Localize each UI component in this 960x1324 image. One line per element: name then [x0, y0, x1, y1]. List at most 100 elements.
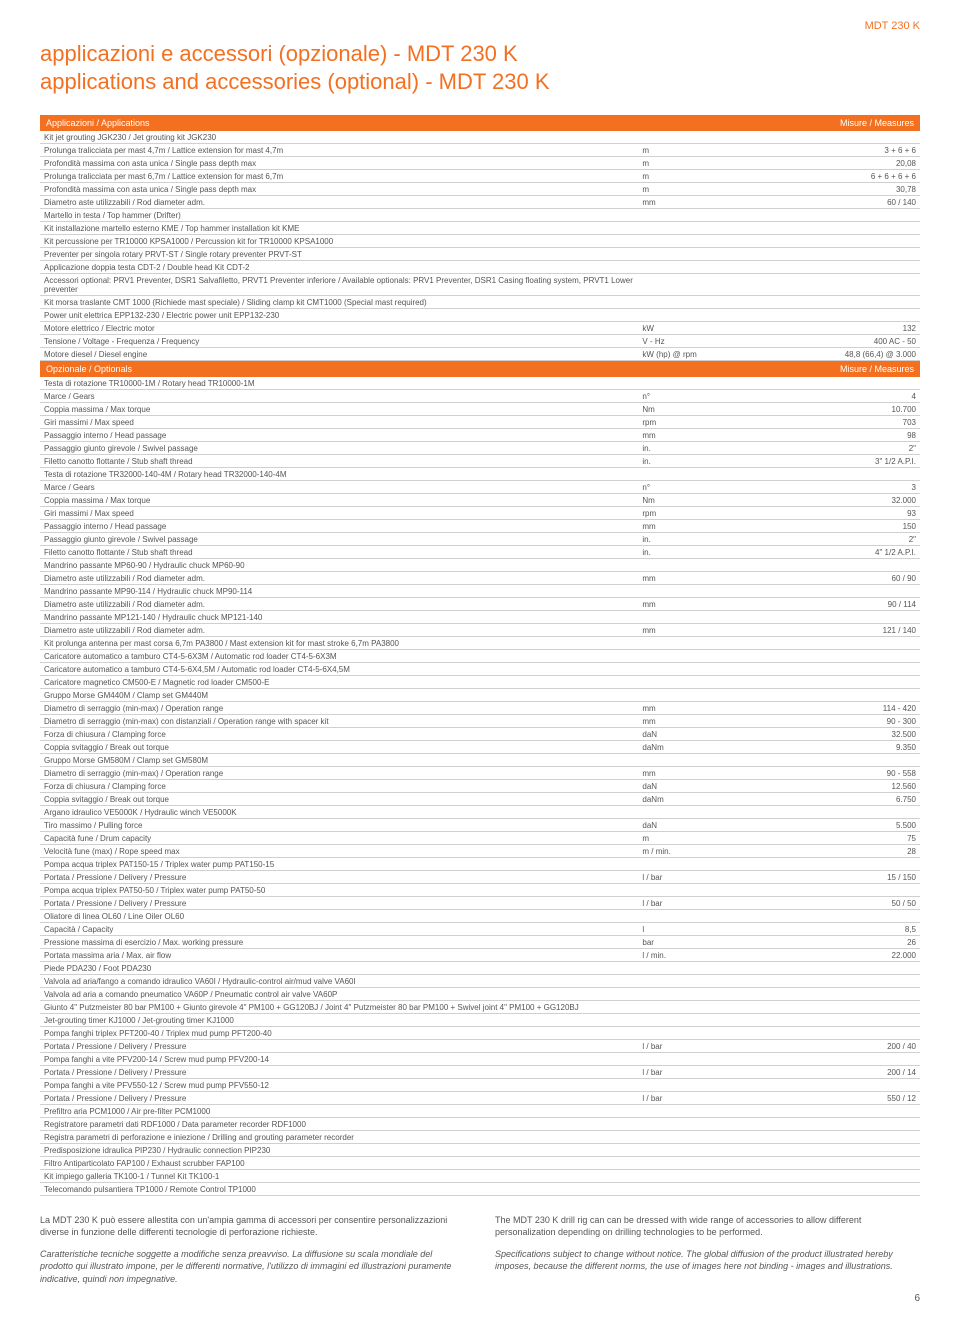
optionals-value [744, 1105, 920, 1118]
optionals-table: Testa di rotazione TR10000-1M / Rotary h… [40, 377, 920, 1196]
optionals-value [744, 377, 920, 390]
optionals-unit [638, 1014, 744, 1027]
optionals-row: Giri massimi / Max speedrpm93 [40, 507, 920, 520]
optionals-value [744, 1079, 920, 1092]
optionals-value [744, 1014, 920, 1027]
optionals-unit [638, 988, 744, 1001]
optionals-label: Portata / Pressione / Delivery / Pressur… [40, 1066, 638, 1079]
optionals-label: Marce / Gears [40, 481, 638, 494]
optionals-label: Giri massimi / Max speed [40, 416, 638, 429]
optionals-row: Diametro aste utilizzabili / Rod diamete… [40, 624, 920, 637]
applications-label: Martello in testa / Top hammer (Drifter) [40, 209, 638, 222]
optionals-unit: m [638, 832, 744, 845]
optionals-value [744, 1118, 920, 1131]
optionals-value [744, 884, 920, 897]
applications-row: Tensione / Voltage - Frequenza / Frequen… [40, 335, 920, 348]
applications-value: 30,78 [744, 183, 920, 196]
optionals-row: Diametro aste utilizzabili / Rod diamete… [40, 598, 920, 611]
optionals-unit [638, 663, 744, 676]
optionals-value: 90 - 558 [744, 767, 920, 780]
optionals-row: Marce / Gearsn°3 [40, 481, 920, 494]
footer-right-p1: The MDT 230 K drill rig can can be dress… [495, 1214, 920, 1238]
applications-value [744, 209, 920, 222]
optionals-row: Oliatore di linea OL60 / Line Oiler OL60 [40, 910, 920, 923]
optionals-label: Coppia svitaggio / Break out torque [40, 741, 638, 754]
optionals-label: Coppia massima / Max torque [40, 403, 638, 416]
title-english: applications and accessories (optional) … [40, 69, 550, 94]
optionals-value [744, 988, 920, 1001]
optionals-value [744, 858, 920, 871]
optionals-label: Giunto 4" Putzmeister 80 bar PM100 + Giu… [40, 1001, 638, 1014]
optionals-value: 75 [744, 832, 920, 845]
optionals-value: 12.560 [744, 780, 920, 793]
optionals-label: Valvola ad aria a comando pneumatico VA6… [40, 988, 638, 1001]
optionals-label: Gruppo Morse GM440M / Clamp set GM440M [40, 689, 638, 702]
optionals-row: Portata / Pressione / Delivery / Pressur… [40, 1092, 920, 1105]
applications-value: 400 AC - 50 [744, 335, 920, 348]
optionals-label: Capacità fune / Drum capacity [40, 832, 638, 845]
optionals-value: 22.000 [744, 949, 920, 962]
optionals-value [744, 1183, 920, 1196]
optionals-unit: daN [638, 780, 744, 793]
optionals-value: 98 [744, 429, 920, 442]
optionals-row: Mandrino passante MP121-140 / Hydraulic … [40, 611, 920, 624]
optionals-row: Filetto canotto flottante / Stub shaft t… [40, 455, 920, 468]
optionals-row: Passaggio giunto girevole / Swivel passa… [40, 533, 920, 546]
applications-unit [638, 274, 744, 296]
optionals-row: Registratore parametri dati RDF1000 / Da… [40, 1118, 920, 1131]
applications-unit [638, 235, 744, 248]
footer-right-p2: Specifications subject to change without… [495, 1248, 920, 1272]
optionals-unit [638, 858, 744, 871]
optionals-row: Filtro Antiparticolato FAP100 / Exhaust … [40, 1157, 920, 1170]
optionals-unit: mm [638, 715, 744, 728]
optionals-unit: in. [638, 442, 744, 455]
optionals-label: Kit prolunga antenna per mast corsa 6,7m… [40, 637, 638, 650]
optionals-row: Diametro aste utilizzabili / Rod diamete… [40, 572, 920, 585]
applications-unit: V - Hz [638, 335, 744, 348]
optionals-label: Mandrino passante MP121-140 / Hydraulic … [40, 611, 638, 624]
applications-row: Power unit elettrica EPP132-230 / Electr… [40, 309, 920, 322]
applications-label: Profondità massima con asta unica / Sing… [40, 183, 638, 196]
optionals-row: Testa di rotazione TR10000-1M / Rotary h… [40, 377, 920, 390]
optionals-label: Portata / Pressione / Delivery / Pressur… [40, 871, 638, 884]
optionals-label: Filetto canotto flottante / Stub shaft t… [40, 546, 638, 559]
optionals-row: Piede PDA230 / Foot PDA230 [40, 962, 920, 975]
optionals-label: Passaggio giunto girevole / Swivel passa… [40, 442, 638, 455]
optionals-label: Testa di rotazione TR32000-140-4M / Rota… [40, 468, 638, 481]
optionals-value: 5.500 [744, 819, 920, 832]
applications-row: Motore diesel / Diesel enginekW (hp) @ r… [40, 348, 920, 361]
optionals-label: Portata / Pressione / Delivery / Pressur… [40, 1040, 638, 1053]
optionals-value: 28 [744, 845, 920, 858]
optionals-unit: m / min. [638, 845, 744, 858]
optionals-label: Diametro di serraggio (min-max) / Operat… [40, 702, 638, 715]
optionals-section-header: Opzionale / Optionals Misure / Measures [40, 361, 920, 377]
applications-value: 60 / 140 [744, 196, 920, 209]
optionals-unit: Nm [638, 494, 744, 507]
optionals-unit: mm [638, 572, 744, 585]
optionals-unit [638, 689, 744, 702]
optionals-label: Coppia massima / Max torque [40, 494, 638, 507]
optionals-value: 200 / 14 [744, 1066, 920, 1079]
optionals-value [744, 676, 920, 689]
optionals-row: Pompa fanghi triplex PFT200-40 / Triplex… [40, 1027, 920, 1040]
optionals-unit [638, 1027, 744, 1040]
optionals-value [744, 1170, 920, 1183]
applications-label: Diametro aste utilizzabili / Rod diamete… [40, 196, 638, 209]
optionals-label: Registra parametri di perforazione e ini… [40, 1131, 638, 1144]
optionals-value [744, 559, 920, 572]
applications-value [744, 296, 920, 309]
optionals-label: Valvola ad aria/fango a comando idraulic… [40, 975, 638, 988]
optionals-row: Velocità fune (max) / Rope speed maxm / … [40, 845, 920, 858]
applications-value [744, 235, 920, 248]
optionals-row: Argano idraulico VE5000K / Hydraulic win… [40, 806, 920, 819]
optionals-row: Prefiltro aria PCM1000 / Air pre-filter … [40, 1105, 920, 1118]
footer: La MDT 230 K può essere allestita con un… [40, 1214, 920, 1285]
applications-unit: mm [638, 196, 744, 209]
optionals-unit [638, 559, 744, 572]
optionals-unit [638, 910, 744, 923]
applications-label: Power unit elettrica EPP132-230 / Electr… [40, 309, 638, 322]
optionals-row: Capacità / Capacityl8,5 [40, 923, 920, 936]
optionals-value: 90 - 300 [744, 715, 920, 728]
optionals-unit [638, 377, 744, 390]
applications-row: Martello in testa / Top hammer (Drifter) [40, 209, 920, 222]
